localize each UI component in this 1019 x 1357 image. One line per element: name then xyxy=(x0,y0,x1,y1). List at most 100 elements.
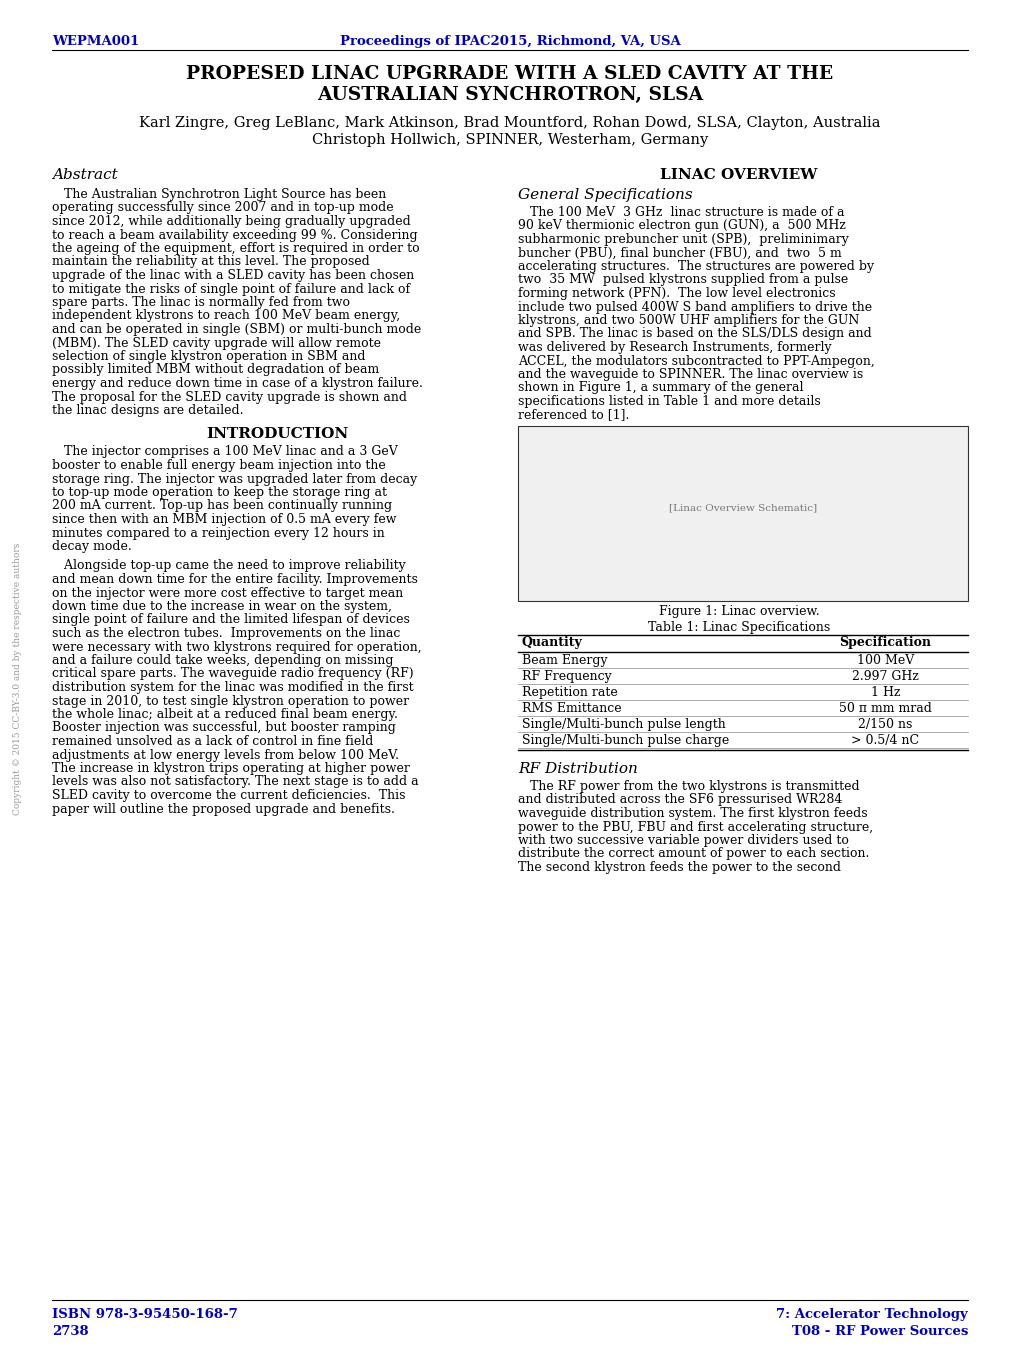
Text: and mean down time for the entire facility. Improvements: and mean down time for the entire facili… xyxy=(52,573,418,586)
Text: Quantity: Quantity xyxy=(522,636,582,649)
Text: Copyright © 2015 CC-BY-3.0 and by the respective authors: Copyright © 2015 CC-BY-3.0 and by the re… xyxy=(13,543,22,814)
Text: The second klystron feeds the power to the second: The second klystron feeds the power to t… xyxy=(518,860,841,874)
Text: 7: Accelerator Technology: 7: Accelerator Technology xyxy=(775,1308,967,1320)
Text: and the waveguide to SPINNER. The linac overview is: and the waveguide to SPINNER. The linac … xyxy=(518,368,862,381)
Text: PROPESED LINAC UPGRRADE WITH A SLED CAVITY AT THE: PROPESED LINAC UPGRRADE WITH A SLED CAVI… xyxy=(186,65,833,83)
Text: paper will outline the proposed upgrade and benefits.: paper will outline the proposed upgrade … xyxy=(52,802,394,816)
Text: selection of single klystron operation in SBM and: selection of single klystron operation i… xyxy=(52,350,365,364)
Text: include two pulsed 400W S band amplifiers to drive the: include two pulsed 400W S band amplifier… xyxy=(518,300,871,313)
Text: the whole linac; albeit at a reduced final beam energy.: the whole linac; albeit at a reduced fin… xyxy=(52,708,397,721)
Text: on the injector were more cost effective to target mean: on the injector were more cost effective… xyxy=(52,586,403,600)
Text: adjustments at low energy levels from below 100 MeV.: adjustments at low energy levels from be… xyxy=(52,749,398,761)
Bar xyxy=(518,426,967,601)
Text: levels was also not satisfactory. The next stage is to add a: levels was also not satisfactory. The ne… xyxy=(52,775,418,788)
Text: stage in 2010, to test single klystron operation to power: stage in 2010, to test single klystron o… xyxy=(52,695,409,707)
Text: and distributed across the SF6 pressurised WR284: and distributed across the SF6 pressuris… xyxy=(518,794,842,806)
Text: Table 1: Linac Specifications: Table 1: Linac Specifications xyxy=(647,622,829,634)
Text: 2738: 2738 xyxy=(52,1324,89,1338)
Text: and can be operated in single (SBM) or multi-bunch mode: and can be operated in single (SBM) or m… xyxy=(52,323,421,337)
Text: decay mode.: decay mode. xyxy=(52,540,131,554)
Text: The Australian Synchrotron Light Source has been: The Australian Synchrotron Light Source … xyxy=(52,189,386,201)
Text: buncher (PBU), final buncher (FBU), and  two  5 m: buncher (PBU), final buncher (FBU), and … xyxy=(518,247,841,259)
Text: The increase in klystron trips operating at higher power: The increase in klystron trips operating… xyxy=(52,763,410,775)
Text: klystrons, and two 500W UHF amplifiers for the GUN: klystrons, and two 500W UHF amplifiers f… xyxy=(518,313,859,327)
Text: the linac designs are detailed.: the linac designs are detailed. xyxy=(52,404,244,417)
Text: down time due to the increase in wear on the system,: down time due to the increase in wear on… xyxy=(52,600,391,613)
Text: [Linac Overview Schematic]: [Linac Overview Schematic] xyxy=(668,503,816,512)
Text: and a failure could take weeks, depending on missing: and a failure could take weeks, dependin… xyxy=(52,654,393,668)
Text: Single/Multi-bunch pulse charge: Single/Multi-bunch pulse charge xyxy=(522,734,729,746)
Text: booster to enable full energy beam injection into the: booster to enable full energy beam injec… xyxy=(52,459,385,472)
Text: Figure 1: Linac overview.: Figure 1: Linac overview. xyxy=(658,605,818,617)
Text: since 2012, while additionally being gradually upgraded: since 2012, while additionally being gra… xyxy=(52,214,411,228)
Text: referenced to [1].: referenced to [1]. xyxy=(518,408,629,422)
Text: 2.997 GHz: 2.997 GHz xyxy=(851,670,918,683)
Text: possibly limited MBM without degradation of beam: possibly limited MBM without degradation… xyxy=(52,364,379,376)
Text: operating successfully since 2007 and in top-up mode: operating successfully since 2007 and in… xyxy=(52,201,393,214)
Text: specifications listed in Table 1 and more details: specifications listed in Table 1 and mor… xyxy=(518,395,820,408)
Text: with two successive variable power dividers used to: with two successive variable power divid… xyxy=(518,835,848,847)
Text: 1 Hz: 1 Hz xyxy=(870,687,900,699)
Text: the ageing of the equipment, effort is required in order to: the ageing of the equipment, effort is r… xyxy=(52,242,419,255)
Text: was delivered by Research Instruments, formerly: was delivered by Research Instruments, f… xyxy=(518,341,830,354)
Text: 100 MeV: 100 MeV xyxy=(856,654,913,668)
Text: ISBN 978-3-95450-168-7: ISBN 978-3-95450-168-7 xyxy=(52,1308,237,1320)
Text: minutes compared to a reinjection every 12 hours in: minutes compared to a reinjection every … xyxy=(52,527,384,540)
Text: forming network (PFN).  The low level electronics: forming network (PFN). The low level ele… xyxy=(518,286,835,300)
Text: two  35 MW  pulsed klystrons supplied from a pulse: two 35 MW pulsed klystrons supplied from… xyxy=(518,274,848,286)
Text: power to the PBU, FBU and first accelerating structure,: power to the PBU, FBU and first accelera… xyxy=(518,821,872,833)
Text: such as the electron tubes.  Improvements on the linac: such as the electron tubes. Improvements… xyxy=(52,627,400,641)
Text: LINAC OVERVIEW: LINAC OVERVIEW xyxy=(659,168,817,182)
Text: The injector comprises a 100 MeV linac and a 3 GeV: The injector comprises a 100 MeV linac a… xyxy=(52,445,397,459)
Text: 2/150 ns: 2/150 ns xyxy=(857,718,912,731)
Text: since then with an MBM injection of 0.5 mA every few: since then with an MBM injection of 0.5 … xyxy=(52,513,396,527)
Text: (MBM). The SLED cavity upgrade will allow remote: (MBM). The SLED cavity upgrade will allo… xyxy=(52,337,381,350)
Text: maintain the reliability at this level. The proposed: maintain the reliability at this level. … xyxy=(52,255,370,269)
Text: Booster injection was successful, but booster ramping: Booster injection was successful, but bo… xyxy=(52,722,395,734)
Text: waveguide distribution system. The first klystron feeds: waveguide distribution system. The first… xyxy=(518,807,867,820)
Text: spare parts. The linac is normally fed from two: spare parts. The linac is normally fed f… xyxy=(52,296,350,309)
Text: Beam Energy: Beam Energy xyxy=(522,654,607,668)
Text: to top-up mode operation to keep the storage ring at: to top-up mode operation to keep the sto… xyxy=(52,486,386,499)
Text: The RF power from the two klystrons is transmitted: The RF power from the two klystrons is t… xyxy=(518,780,859,792)
Text: The proposal for the SLED cavity upgrade is shown and: The proposal for the SLED cavity upgrade… xyxy=(52,391,407,403)
Text: Proceedings of IPAC2015, Richmond, VA, USA: Proceedings of IPAC2015, Richmond, VA, U… xyxy=(339,35,680,47)
Text: Single/Multi-bunch pulse length: Single/Multi-bunch pulse length xyxy=(522,718,726,731)
Text: Repetition rate: Repetition rate xyxy=(522,687,618,699)
Text: RF Frequency: RF Frequency xyxy=(522,670,611,683)
Text: Karl Zingre, Greg LeBlanc, Mark Atkinson, Brad Mountford, Rohan Dowd, SLSA, Clay: Karl Zingre, Greg LeBlanc, Mark Atkinson… xyxy=(140,115,879,130)
Text: to mitigate the risks of single point of failure and lack of: to mitigate the risks of single point of… xyxy=(52,282,410,296)
Text: RF Distribution: RF Distribution xyxy=(518,763,637,776)
Text: 50 π mm mrad: 50 π mm mrad xyxy=(839,702,931,715)
Text: accelerating structures.  The structures are powered by: accelerating structures. The structures … xyxy=(518,261,873,273)
Text: 200 mA current. Top-up has been continually running: 200 mA current. Top-up has been continua… xyxy=(52,499,391,513)
Text: > 0.5/4 nC: > 0.5/4 nC xyxy=(851,734,919,746)
Text: Abstract: Abstract xyxy=(52,168,117,182)
Text: storage ring. The injector was upgraded later from decay: storage ring. The injector was upgraded … xyxy=(52,472,417,486)
Text: The 100 MeV  3 GHz  linac structure is made of a: The 100 MeV 3 GHz linac structure is mad… xyxy=(518,206,844,218)
Text: were necessary with two klystrons required for operation,: were necessary with two klystrons requir… xyxy=(52,641,421,654)
Text: ACCEL, the modulators subcontracted to PPT-Ampegon,: ACCEL, the modulators subcontracted to P… xyxy=(518,354,874,368)
Text: energy and reduce down time in case of a klystron failure.: energy and reduce down time in case of a… xyxy=(52,377,423,389)
Text: independent klystrons to reach 100 MeV beam energy,: independent klystrons to reach 100 MeV b… xyxy=(52,309,399,323)
Text: Christoph Hollwich, SPINNER, Westerham, Germany: Christoph Hollwich, SPINNER, Westerham, … xyxy=(312,133,707,147)
Text: General Specifications: General Specifications xyxy=(518,189,692,202)
Text: critical spare parts. The waveguide radio frequency (RF): critical spare parts. The waveguide radi… xyxy=(52,668,414,680)
Text: RMS Emittance: RMS Emittance xyxy=(522,702,621,715)
Text: remained unsolved as a lack of control in fine field: remained unsolved as a lack of control i… xyxy=(52,735,373,748)
Text: upgrade of the linac with a SLED cavity has been chosen: upgrade of the linac with a SLED cavity … xyxy=(52,269,414,282)
Text: distribution system for the linac was modified in the first: distribution system for the linac was mo… xyxy=(52,681,414,693)
Text: 90 keV thermionic electron gun (GUN), a  500 MHz: 90 keV thermionic electron gun (GUN), a … xyxy=(518,220,845,232)
Text: distribute the correct amount of power to each section.: distribute the correct amount of power t… xyxy=(518,848,868,860)
Text: Alongside top-up came the need to improve reliability: Alongside top-up came the need to improv… xyxy=(52,559,406,573)
Text: WEPMA001: WEPMA001 xyxy=(52,35,140,47)
Text: SLED cavity to overcome the current deficiencies.  This: SLED cavity to overcome the current defi… xyxy=(52,788,406,802)
Text: T08 - RF Power Sources: T08 - RF Power Sources xyxy=(791,1324,967,1338)
Text: and SPB. The linac is based on the SLS/DLS design and: and SPB. The linac is based on the SLS/D… xyxy=(518,327,871,341)
Text: single point of failure and the limited lifespan of devices: single point of failure and the limited … xyxy=(52,613,410,627)
Text: shown in Figure 1, a summary of the general: shown in Figure 1, a summary of the gene… xyxy=(518,381,803,395)
Text: to reach a beam availability exceeding 99 %. Considering: to reach a beam availability exceeding 9… xyxy=(52,228,417,242)
Text: AUSTRALIAN SYNCHROTRON, SLSA: AUSTRALIAN SYNCHROTRON, SLSA xyxy=(317,85,702,104)
Text: subharmonic prebuncher unit (SPB),  preliminimary: subharmonic prebuncher unit (SPB), preli… xyxy=(518,233,848,246)
Text: Specification: Specification xyxy=(839,636,930,649)
